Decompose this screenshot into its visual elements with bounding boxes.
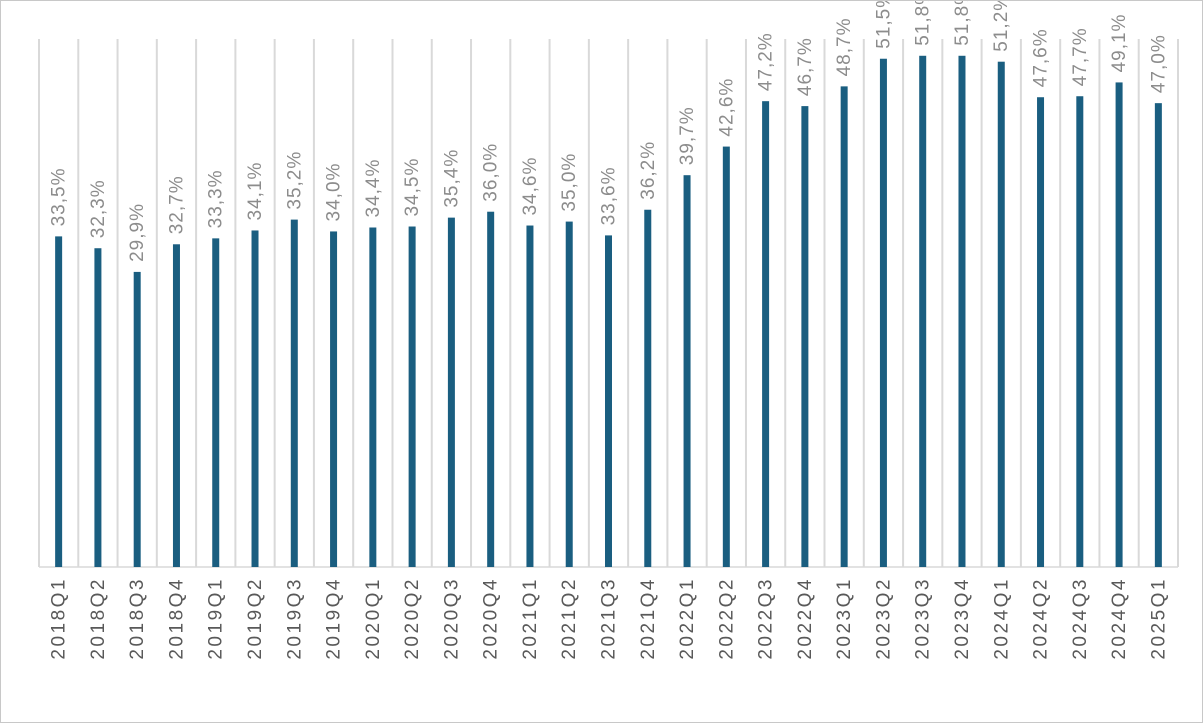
data-label: 48,7% — [834, 17, 855, 76]
bar-2020Q1 — [369, 227, 377, 568]
bar-2020Q2 — [408, 226, 416, 567]
bar-2022Q2 — [722, 146, 730, 567]
bar-2018Q3 — [133, 271, 141, 567]
x-tick-label: 2020Q1 — [363, 577, 384, 660]
x-tick-label: 2022Q3 — [756, 577, 777, 660]
data-label: 39,7% — [677, 106, 698, 165]
x-tick-label: 2018Q4 — [166, 577, 187, 660]
data-label: 33,6% — [599, 167, 620, 226]
bar-2022Q1 — [683, 175, 691, 567]
bar-2021Q2 — [565, 221, 573, 567]
bar-2020Q4 — [487, 211, 495, 568]
bar-2019Q3 — [290, 219, 298, 568]
x-tick-label: 2021Q2 — [559, 577, 580, 660]
bar-2021Q3 — [605, 235, 612, 568]
x-tick-label: 2024Q3 — [1070, 577, 1091, 660]
x-tick-label: 2024Q1 — [991, 577, 1012, 660]
bar-2023Q3 — [919, 55, 927, 568]
data-label: 47,2% — [756, 32, 777, 91]
bar-2018Q2 — [94, 248, 102, 567]
x-tick-label: 2020Q2 — [402, 577, 423, 660]
data-label: 51,8% — [952, 1, 973, 46]
data-label: 32,7% — [166, 175, 187, 234]
bar-2024Q3 — [1076, 96, 1084, 567]
x-tick-label: 2019Q2 — [245, 577, 266, 660]
bar-2019Q1 — [212, 238, 220, 568]
x-tick-label: 2018Q1 — [49, 577, 70, 660]
x-tick-label: 2019Q4 — [324, 577, 345, 660]
data-label: 34,6% — [520, 157, 541, 216]
data-label: 33,3% — [206, 169, 227, 228]
data-label: 47,7% — [1070, 27, 1091, 86]
bar-2023Q1 — [840, 86, 848, 568]
data-label: 51,2% — [991, 1, 1012, 52]
x-tick-label: 2022Q1 — [677, 577, 698, 660]
bar-2024Q2 — [1037, 97, 1045, 568]
bar-2021Q1 — [526, 225, 534, 567]
x-tick-label: 2018Q3 — [127, 577, 148, 660]
data-label: 46,7% — [795, 37, 816, 96]
data-label: 32,3% — [88, 179, 109, 238]
data-label: 34,0% — [324, 163, 345, 222]
bar-2018Q4 — [172, 244, 180, 567]
bar-2022Q4 — [801, 106, 809, 567]
x-tick-label: 2023Q2 — [873, 577, 894, 660]
x-tick-label: 2021Q1 — [520, 577, 541, 660]
x-tick-label: 2025Q1 — [1148, 577, 1169, 660]
x-tick-label: 2018Q2 — [88, 577, 109, 660]
x-tick-label: 2019Q1 — [206, 577, 227, 660]
x-tick-label: 2021Q4 — [638, 577, 659, 660]
data-label: 35,4% — [441, 149, 462, 208]
data-label: 35,0% — [559, 153, 580, 212]
x-tick-label: 2021Q3 — [599, 577, 620, 660]
data-label: 47,6% — [1031, 28, 1052, 87]
data-label: 42,6% — [716, 78, 737, 137]
data-label: 33,5% — [49, 168, 70, 227]
data-label: 51,8% — [913, 1, 934, 46]
x-tick-label: 2024Q4 — [1109, 577, 1130, 660]
data-label: 34,1% — [245, 162, 266, 221]
data-label: 35,2% — [284, 151, 305, 210]
data-label: 36,2% — [638, 141, 659, 200]
data-label: 29,9% — [127, 203, 148, 262]
bar-2024Q1 — [997, 61, 1005, 567]
x-tick-label: 2019Q3 — [284, 577, 305, 660]
x-tick-label: 2024Q2 — [1031, 577, 1052, 660]
bar-2023Q4 — [958, 55, 966, 568]
data-label: 34,4% — [363, 159, 384, 218]
bar-2021Q4 — [644, 209, 652, 567]
x-tick-label: 2022Q4 — [795, 577, 816, 660]
data-label: 34,5% — [402, 158, 423, 217]
x-tick-label: 2022Q2 — [716, 577, 737, 660]
bar-2022Q3 — [762, 101, 770, 568]
bar-2024Q4 — [1115, 82, 1123, 567]
bar-2025Q1 — [1154, 103, 1162, 567]
bar-2020Q3 — [447, 217, 455, 567]
data-label: 49,1% — [1109, 14, 1130, 73]
x-tick-label: 2023Q3 — [913, 577, 934, 660]
bar-2023Q2 — [879, 58, 887, 568]
x-tick-label: 2020Q4 — [481, 577, 502, 660]
data-label: 51,5% — [873, 1, 894, 49]
data-label: 47,0% — [1148, 34, 1169, 93]
bar-2019Q4 — [330, 231, 338, 567]
data-label: 36,0% — [481, 143, 502, 202]
x-tick-label: 2020Q3 — [441, 577, 462, 660]
bar-2019Q2 — [251, 230, 259, 568]
bar-2018Q1 — [55, 236, 63, 567]
x-tick-label: 2023Q4 — [952, 577, 973, 660]
x-tick-label: 2023Q1 — [834, 577, 855, 660]
